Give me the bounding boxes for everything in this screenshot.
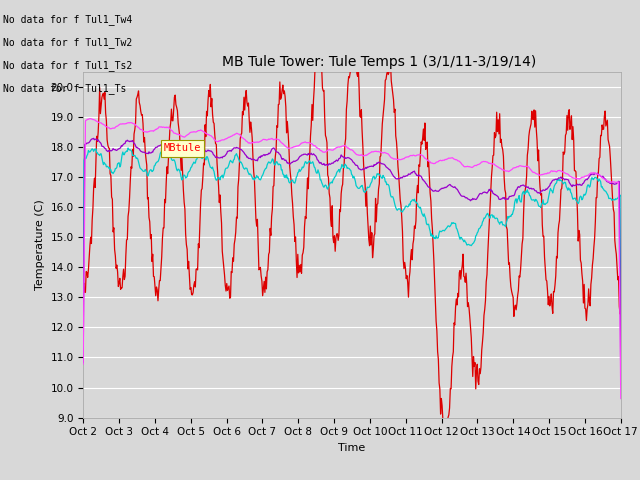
Text: No data for f Tul1_Ts: No data for f Tul1_Ts: [3, 83, 127, 94]
Text: No data for f Tul1_Tw2: No data for f Tul1_Tw2: [3, 36, 132, 48]
Text: No data for f Tul1_Tw4: No data for f Tul1_Tw4: [3, 13, 132, 24]
X-axis label: Time: Time: [339, 443, 365, 453]
Y-axis label: Temperature (C): Temperature (C): [35, 199, 45, 290]
Text: MBtule: MBtule: [164, 144, 202, 154]
Title: MB Tule Tower: Tule Temps 1 (3/1/11-3/19/14): MB Tule Tower: Tule Temps 1 (3/1/11-3/19…: [221, 56, 536, 70]
Text: No data for f Tul1_Ts2: No data for f Tul1_Ts2: [3, 60, 132, 71]
